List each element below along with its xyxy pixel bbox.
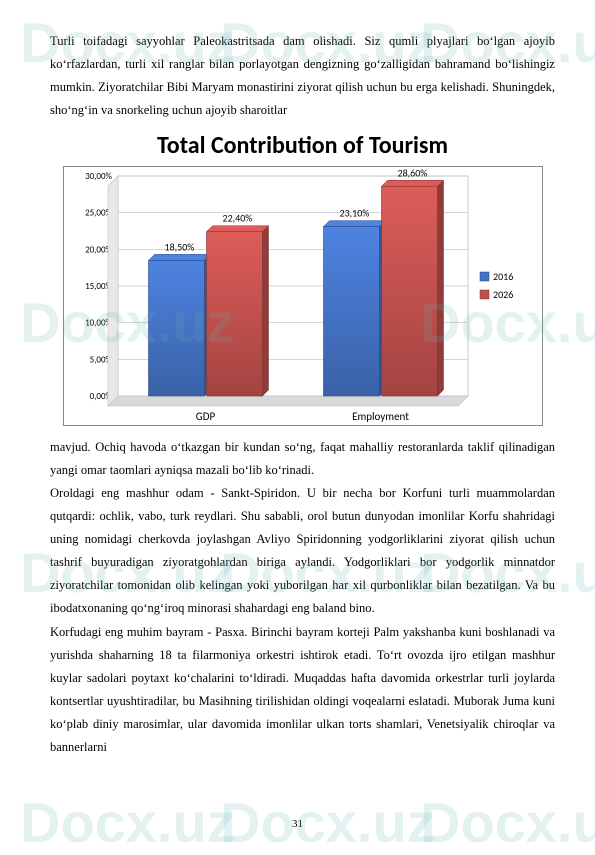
svg-text:30,00%: 30,00% [85,171,112,182]
svg-text:GDP: GDP [195,410,215,423]
paragraph-2: mavjud. Ochiq havoda oʻtkazgan bir kunda… [50,436,555,482]
chart-container: Total Contribution of Tourism 0,00%5,00%… [63,131,543,426]
svg-text:Employment: Employment [352,410,409,423]
bar-chart: 0,00%5,00%10,00%15,00%20,00%25,00%30,00%… [63,166,543,426]
svg-text:22,40%: 22,40% [222,211,252,224]
svg-text:2026: 2026 [493,288,513,301]
page-number: 31 [0,818,595,830]
svg-text:28,60%: 28,60% [397,166,427,179]
paragraph-3: Oroldagi eng mashhur odam - Sankt-Spirid… [50,482,555,621]
paragraph-4: Korfudagi eng muhim bayram - Pasxa. Biri… [50,621,555,760]
page-content: Turli toifadagi sayyohlar Paleokastritsa… [0,0,595,779]
svg-text:18,50%: 18,50% [164,240,194,253]
chart-title: Total Contribution of Tourism [63,131,543,160]
paragraph-1: Turli toifadagi sayyohlar Paleokastritsa… [50,30,555,123]
svg-text:2016: 2016 [493,270,513,283]
svg-text:23,10%: 23,10% [339,206,369,219]
